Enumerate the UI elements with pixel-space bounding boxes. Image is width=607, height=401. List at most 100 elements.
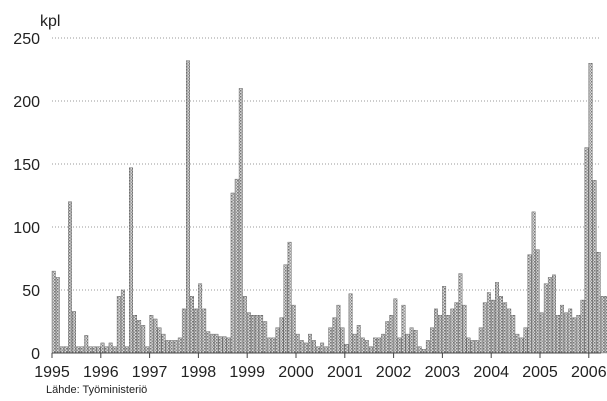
y-tick-label: 50 <box>22 283 40 300</box>
bar <box>576 315 581 354</box>
bar <box>308 333 312 354</box>
bar <box>251 315 255 354</box>
x-tick-label: 2002 <box>376 364 412 381</box>
y-tick-label: 150 <box>13 157 40 174</box>
x-tick-label: 1999 <box>229 364 265 381</box>
bar <box>531 211 536 354</box>
bar <box>242 296 247 354</box>
bar <box>369 346 373 354</box>
bar <box>157 327 162 354</box>
bar <box>133 315 138 354</box>
bar <box>116 296 121 354</box>
bar <box>230 192 235 354</box>
bar <box>389 315 394 354</box>
bar <box>202 308 207 354</box>
y-tick-label: 100 <box>13 220 40 237</box>
bar <box>413 330 418 354</box>
bar <box>173 340 178 354</box>
bar <box>495 282 499 354</box>
bar <box>348 293 353 354</box>
bar <box>92 346 97 354</box>
bar <box>511 315 516 354</box>
bar <box>246 312 251 354</box>
bar <box>190 296 194 354</box>
bar <box>137 320 142 354</box>
bars <box>51 60 607 354</box>
bar <box>141 325 146 354</box>
bar <box>316 346 320 354</box>
bar <box>120 289 125 354</box>
bar <box>218 336 223 354</box>
bar <box>482 302 487 354</box>
x-axis-ticks: 1995 1996 1997 1998 1999 2000 2001 2002 2003 2004… <box>34 353 607 381</box>
source-note: Lähde: Työministeriö <box>46 384 148 396</box>
x-tick-label: 2004 <box>473 364 509 381</box>
bar <box>527 254 532 354</box>
bar <box>356 325 361 354</box>
bar <box>401 304 406 354</box>
bar <box>458 273 463 354</box>
bar <box>515 333 520 354</box>
bar <box>279 317 284 354</box>
bar <box>275 327 280 354</box>
bar <box>417 346 422 354</box>
bar <box>503 302 508 354</box>
bar <box>129 167 133 354</box>
bar <box>303 342 308 354</box>
bar <box>108 342 113 354</box>
bar <box>161 333 166 354</box>
bar <box>324 346 329 354</box>
bar <box>283 264 288 354</box>
x-tick-label: 2006 <box>571 364 607 381</box>
bar <box>210 333 215 354</box>
bar <box>80 346 85 354</box>
x-tick-label: 2001 <box>327 364 363 381</box>
bar <box>556 315 560 354</box>
bar <box>63 346 68 354</box>
x-tick-label: 2005 <box>522 364 558 381</box>
bar <box>149 315 154 354</box>
bar <box>222 336 227 354</box>
bar <box>206 331 211 354</box>
x-tick-label: 2000 <box>278 364 314 381</box>
bar <box>112 346 117 354</box>
bar <box>600 296 605 354</box>
bar <box>328 327 333 354</box>
x-tick-label: 1998 <box>181 364 217 381</box>
bar <box>381 333 386 354</box>
y-unit-label: kpl <box>40 13 60 30</box>
x-tick-label: 1995 <box>34 364 70 381</box>
bar <box>373 337 377 354</box>
bar <box>543 283 548 354</box>
bar <box>462 304 467 354</box>
bar <box>51 270 56 354</box>
bar <box>446 315 451 354</box>
bar <box>72 311 77 354</box>
y-axis-ticks: 0 50 100 150 200 250 <box>13 31 40 363</box>
bar <box>393 298 398 354</box>
x-tick-label: 1996 <box>83 364 119 381</box>
bar <box>145 346 150 354</box>
bar <box>592 180 597 354</box>
bar <box>421 349 426 354</box>
bar <box>454 302 459 354</box>
bar <box>238 88 243 354</box>
bar <box>68 201 72 354</box>
bar <box>486 292 491 354</box>
gridlines <box>52 37 601 291</box>
y-tick-label: 250 <box>13 31 40 48</box>
bar <box>564 312 569 354</box>
bar <box>547 277 552 354</box>
bar <box>364 340 369 354</box>
bar <box>100 342 105 354</box>
bar <box>194 308 199 354</box>
bar <box>560 304 565 354</box>
bar <box>360 337 365 354</box>
bar <box>165 340 170 354</box>
x-tick-label: 2003 <box>425 364 461 381</box>
bar <box>55 277 60 354</box>
bar <box>214 333 219 354</box>
bar <box>450 308 455 354</box>
bar <box>344 343 349 354</box>
bar <box>519 337 524 354</box>
